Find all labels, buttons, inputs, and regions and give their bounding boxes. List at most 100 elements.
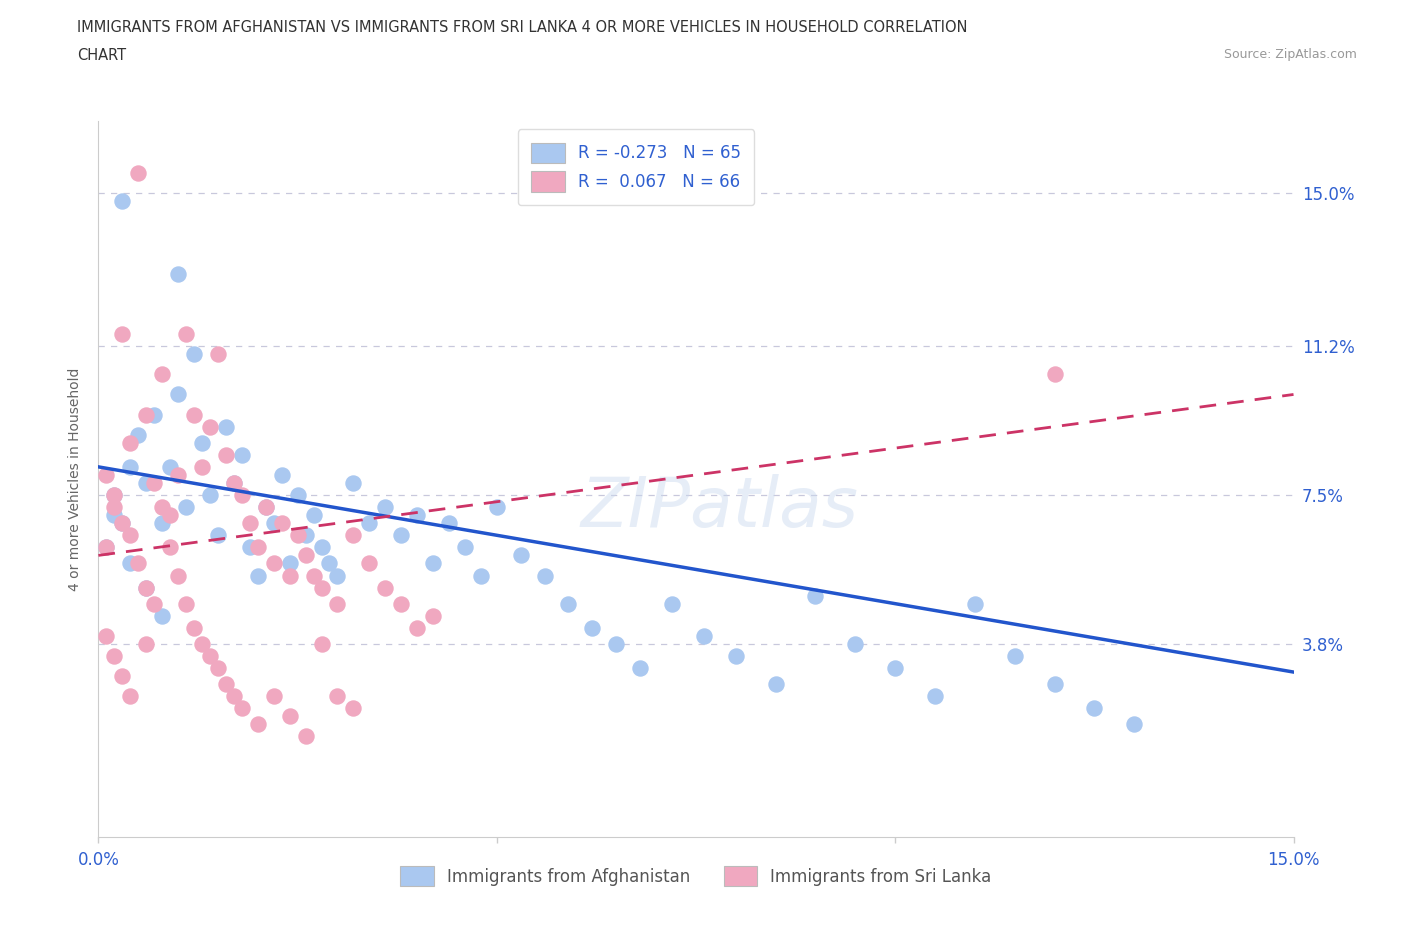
Point xyxy=(174,499,197,514)
Point xyxy=(150,367,173,382)
Point xyxy=(294,528,316,543)
Point xyxy=(120,435,142,450)
Point xyxy=(509,548,531,563)
Text: CHART: CHART xyxy=(77,48,127,63)
Point xyxy=(150,516,173,531)
Point xyxy=(127,427,149,442)
Point xyxy=(765,677,787,692)
Point xyxy=(374,580,396,595)
Point xyxy=(167,266,190,281)
Point xyxy=(111,669,134,684)
Point xyxy=(246,540,269,555)
Point xyxy=(191,459,214,474)
Point xyxy=(103,487,125,502)
Point xyxy=(120,528,142,543)
Point xyxy=(222,475,245,490)
Point xyxy=(628,660,651,675)
Point xyxy=(207,660,229,675)
Point xyxy=(263,689,285,704)
Point xyxy=(103,487,125,502)
Point xyxy=(389,596,412,611)
Point xyxy=(135,636,157,651)
Point xyxy=(174,596,197,611)
Point xyxy=(1123,717,1146,732)
Point xyxy=(270,468,292,483)
Point xyxy=(406,620,429,635)
Point xyxy=(270,516,292,531)
Text: IMMIGRANTS FROM AFGHANISTAN VS IMMIGRANTS FROM SRI LANKA 4 OR MORE VEHICLES IN H: IMMIGRANTS FROM AFGHANISTAN VS IMMIGRANT… xyxy=(77,20,967,35)
Point xyxy=(318,556,340,571)
Point xyxy=(127,556,149,571)
Point xyxy=(111,194,134,209)
Point xyxy=(278,556,301,571)
Point xyxy=(454,540,477,555)
Point xyxy=(605,636,627,651)
Point xyxy=(1004,648,1026,663)
Point xyxy=(287,487,309,502)
Point xyxy=(135,475,157,490)
Point xyxy=(150,499,173,514)
Point xyxy=(159,459,181,474)
Point xyxy=(207,347,229,362)
Point xyxy=(1043,367,1066,382)
Point xyxy=(111,516,134,531)
Point xyxy=(374,499,396,514)
Point xyxy=(215,677,238,692)
Point xyxy=(924,689,946,704)
Point xyxy=(1043,677,1066,692)
Point xyxy=(804,588,827,603)
Legend: Immigrants from Afghanistan, Immigrants from Sri Lanka: Immigrants from Afghanistan, Immigrants … xyxy=(394,859,998,893)
Point xyxy=(389,528,412,543)
Point xyxy=(222,689,245,704)
Point xyxy=(239,540,262,555)
Point xyxy=(581,620,603,635)
Point xyxy=(263,516,285,531)
Point xyxy=(103,648,125,663)
Point xyxy=(1083,701,1105,716)
Text: ZIPatlas: ZIPatlas xyxy=(581,474,859,541)
Point xyxy=(294,729,316,744)
Point xyxy=(120,689,142,704)
Point xyxy=(167,387,190,402)
Point xyxy=(167,468,190,483)
Point xyxy=(183,407,205,422)
Point xyxy=(191,435,214,450)
Point xyxy=(326,568,349,583)
Point xyxy=(342,701,364,716)
Point xyxy=(135,580,157,595)
Point xyxy=(246,717,269,732)
Point xyxy=(693,629,716,644)
Point xyxy=(311,580,333,595)
Point xyxy=(231,447,253,462)
Point xyxy=(150,608,173,623)
Point xyxy=(135,407,157,422)
Point xyxy=(406,508,429,523)
Point xyxy=(287,528,309,543)
Point xyxy=(198,419,221,434)
Text: Source: ZipAtlas.com: Source: ZipAtlas.com xyxy=(1223,48,1357,61)
Point xyxy=(485,499,508,514)
Point xyxy=(661,596,683,611)
Point xyxy=(143,475,166,490)
Point xyxy=(159,508,181,523)
Point xyxy=(167,568,190,583)
Point xyxy=(422,608,444,623)
Point xyxy=(135,580,157,595)
Point xyxy=(96,468,118,483)
Point xyxy=(246,568,269,583)
Point xyxy=(198,487,221,502)
Point xyxy=(183,620,205,635)
Point xyxy=(326,689,349,704)
Point xyxy=(311,540,333,555)
Point xyxy=(96,540,118,555)
Point xyxy=(143,596,166,611)
Point xyxy=(120,556,142,571)
Point xyxy=(302,508,325,523)
Point xyxy=(174,326,197,341)
Point xyxy=(884,660,907,675)
Point xyxy=(127,166,149,180)
Point xyxy=(222,475,245,490)
Point xyxy=(278,709,301,724)
Point xyxy=(294,548,316,563)
Point xyxy=(231,487,253,502)
